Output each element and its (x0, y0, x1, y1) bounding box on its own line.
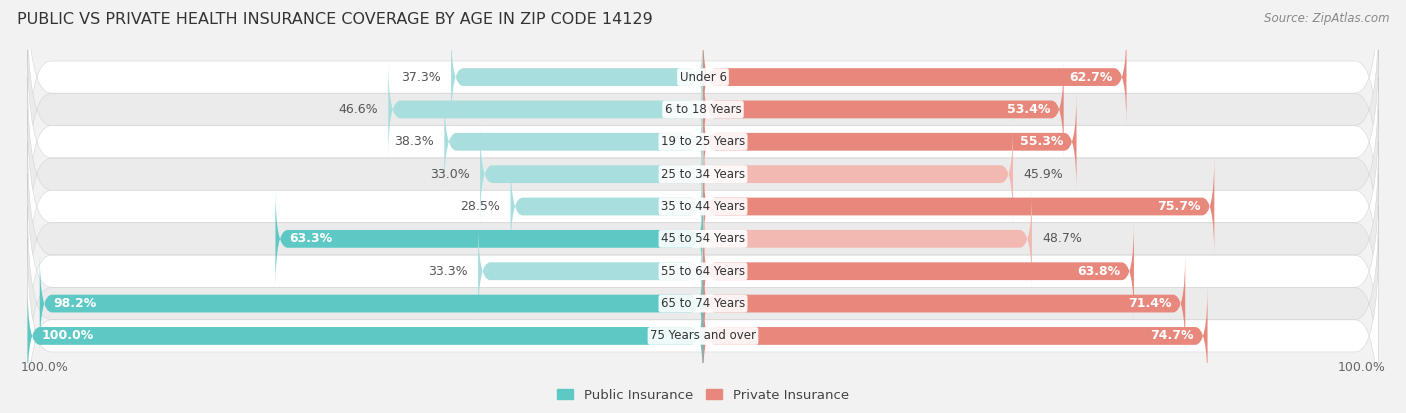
FancyBboxPatch shape (478, 222, 703, 320)
Text: 100.0%: 100.0% (21, 361, 69, 374)
Legend: Public Insurance, Private Insurance: Public Insurance, Private Insurance (553, 384, 853, 407)
FancyBboxPatch shape (703, 60, 1064, 159)
Text: PUBLIC VS PRIVATE HEALTH INSURANCE COVERAGE BY AGE IN ZIP CODE 14129: PUBLIC VS PRIVATE HEALTH INSURANCE COVER… (17, 12, 652, 27)
Text: 74.7%: 74.7% (1150, 330, 1194, 342)
FancyBboxPatch shape (703, 254, 1185, 353)
FancyBboxPatch shape (444, 93, 703, 191)
Text: 63.3%: 63.3% (290, 233, 332, 245)
FancyBboxPatch shape (28, 174, 1378, 368)
Text: 75 Years and over: 75 Years and over (650, 330, 756, 342)
FancyBboxPatch shape (703, 190, 1032, 288)
Text: 25 to 34 Years: 25 to 34 Years (661, 168, 745, 180)
FancyBboxPatch shape (451, 28, 703, 126)
FancyBboxPatch shape (703, 93, 1077, 191)
Text: 65 to 74 Years: 65 to 74 Years (661, 297, 745, 310)
Text: 45 to 54 Years: 45 to 54 Years (661, 233, 745, 245)
Text: 33.3%: 33.3% (429, 265, 468, 278)
Text: 6 to 18 Years: 6 to 18 Years (665, 103, 741, 116)
Text: 33.0%: 33.0% (430, 168, 470, 180)
FancyBboxPatch shape (28, 142, 1378, 336)
FancyBboxPatch shape (388, 60, 703, 159)
FancyBboxPatch shape (28, 0, 1378, 174)
Text: 55.3%: 55.3% (1019, 135, 1063, 148)
Text: 37.3%: 37.3% (401, 71, 441, 83)
Text: 63.8%: 63.8% (1077, 265, 1121, 278)
FancyBboxPatch shape (703, 287, 1208, 385)
Text: 55 to 64 Years: 55 to 64 Years (661, 265, 745, 278)
FancyBboxPatch shape (39, 254, 703, 353)
Text: 48.7%: 48.7% (1042, 233, 1083, 245)
FancyBboxPatch shape (28, 239, 1378, 413)
FancyBboxPatch shape (703, 28, 1126, 126)
Text: 28.5%: 28.5% (461, 200, 501, 213)
FancyBboxPatch shape (276, 190, 703, 288)
FancyBboxPatch shape (28, 206, 1378, 401)
FancyBboxPatch shape (28, 45, 1378, 239)
Text: 100.0%: 100.0% (1337, 361, 1385, 374)
FancyBboxPatch shape (703, 222, 1133, 320)
FancyBboxPatch shape (28, 12, 1378, 206)
FancyBboxPatch shape (28, 77, 1378, 271)
Text: 100.0%: 100.0% (41, 330, 93, 342)
Text: 53.4%: 53.4% (1007, 103, 1050, 116)
FancyBboxPatch shape (28, 287, 703, 385)
Text: Source: ZipAtlas.com: Source: ZipAtlas.com (1264, 12, 1389, 25)
Text: 98.2%: 98.2% (53, 297, 97, 310)
Text: 71.4%: 71.4% (1128, 297, 1171, 310)
Text: 38.3%: 38.3% (395, 135, 434, 148)
FancyBboxPatch shape (703, 157, 1215, 256)
FancyBboxPatch shape (28, 109, 1378, 304)
FancyBboxPatch shape (510, 157, 703, 256)
Text: 62.7%: 62.7% (1070, 71, 1114, 83)
Text: 46.6%: 46.6% (339, 103, 378, 116)
FancyBboxPatch shape (479, 125, 703, 223)
Text: 19 to 25 Years: 19 to 25 Years (661, 135, 745, 148)
Text: Under 6: Under 6 (679, 71, 727, 83)
Text: 45.9%: 45.9% (1024, 168, 1063, 180)
Text: 35 to 44 Years: 35 to 44 Years (661, 200, 745, 213)
FancyBboxPatch shape (703, 125, 1012, 223)
Text: 75.7%: 75.7% (1157, 200, 1201, 213)
